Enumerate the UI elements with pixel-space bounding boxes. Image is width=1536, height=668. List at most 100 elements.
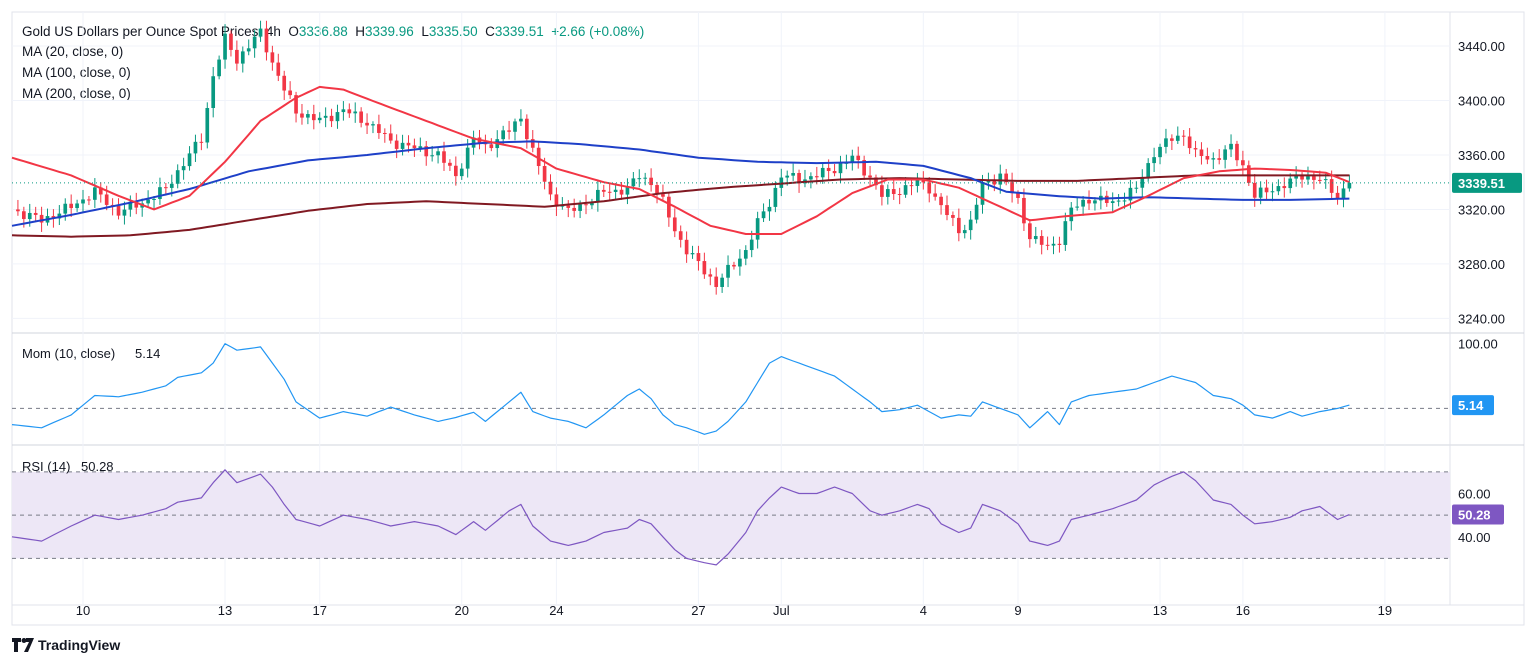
tradingview-logo[interactable]: TradingView [12, 637, 120, 653]
candle [714, 276, 719, 287]
candle [655, 185, 659, 195]
candle [128, 201, 133, 210]
price-axis-label: 3240.00 [1458, 311, 1505, 326]
candle [856, 155, 861, 161]
candle [572, 207, 577, 211]
candle [1140, 178, 1145, 188]
candle [874, 177, 878, 186]
price-axis-label: 3360.00 [1458, 148, 1505, 163]
candle [885, 189, 890, 197]
candle [294, 95, 298, 114]
candle [1217, 158, 1222, 160]
candle [619, 189, 624, 195]
candle [276, 62, 281, 76]
candle [27, 212, 32, 220]
candle [341, 109, 346, 113]
time-axis-label: 16 [1236, 603, 1250, 618]
candle [1264, 187, 1269, 193]
candle [211, 76, 216, 109]
candle [63, 203, 68, 214]
candle [1323, 179, 1328, 181]
time-axis-label: 20 [455, 603, 469, 618]
candle [311, 114, 316, 121]
candle [400, 142, 405, 149]
candle [448, 162, 452, 166]
candle [962, 230, 967, 234]
candle [536, 147, 541, 167]
candle [743, 250, 748, 259]
candle [797, 173, 801, 184]
candle [525, 118, 529, 140]
candle [116, 205, 121, 216]
candle [459, 168, 464, 177]
candle [93, 187, 97, 200]
candle [424, 146, 429, 157]
candle [169, 183, 174, 188]
candle [1004, 173, 1009, 183]
candle [1300, 175, 1304, 180]
candle [986, 180, 991, 183]
candle [519, 118, 523, 122]
candle [690, 253, 695, 255]
ma20-legend[interactable]: MA (20, close, 0) [22, 44, 124, 59]
candle [862, 160, 866, 176]
candle [749, 239, 754, 251]
candle [264, 28, 269, 53]
candle [240, 51, 245, 64]
candle [945, 205, 949, 216]
candle [738, 258, 742, 267]
candle [1235, 143, 1239, 161]
candle [33, 212, 38, 215]
candle [489, 144, 494, 149]
candle [359, 111, 363, 123]
candle [1081, 199, 1085, 207]
time-axis-label: 17 [312, 603, 326, 618]
candle [1276, 186, 1281, 192]
time-axis-label: 13 [1153, 603, 1167, 618]
candle [726, 264, 730, 278]
momentum-axis-label: 100.00 [1458, 337, 1498, 352]
candle [601, 189, 606, 192]
candle [909, 185, 914, 187]
candle [382, 132, 387, 134]
rsi-axis-label: 40.00 [1458, 530, 1491, 545]
candle [205, 108, 210, 143]
candle [850, 155, 855, 163]
candle [1033, 236, 1038, 240]
candle [625, 186, 630, 195]
candle [649, 177, 653, 186]
candle [542, 166, 547, 182]
candle [347, 109, 352, 114]
candle [1317, 179, 1322, 181]
candle [1347, 182, 1352, 189]
candle [631, 178, 636, 187]
ma20-line [11, 85, 1350, 235]
candle [1116, 200, 1121, 202]
candle [335, 112, 340, 122]
candle [637, 178, 642, 180]
time-axis-label: 13 [218, 603, 232, 618]
candle [820, 167, 825, 178]
candle [607, 191, 612, 193]
ma100-legend[interactable]: MA (100, close, 0) [22, 65, 131, 80]
candle [1187, 136, 1192, 149]
candle [16, 209, 20, 212]
candle [897, 194, 902, 196]
high-label: H [355, 24, 365, 39]
rsi-title: RSI (14) [22, 459, 70, 474]
ma200-line [11, 174, 1350, 238]
candle [1306, 176, 1310, 180]
candle [377, 124, 381, 133]
candle [1329, 179, 1334, 193]
candle [761, 211, 766, 219]
candle [1022, 197, 1026, 224]
time-axis-label: 19 [1378, 603, 1392, 618]
candle [258, 28, 263, 37]
ma200-legend[interactable]: MA (200, close, 0) [22, 86, 131, 101]
rsi-band [12, 471, 1450, 559]
ma100-line [11, 140, 1350, 227]
price-axis-label: 3400.00 [1458, 94, 1505, 109]
candle [838, 163, 843, 174]
candle [939, 196, 943, 206]
